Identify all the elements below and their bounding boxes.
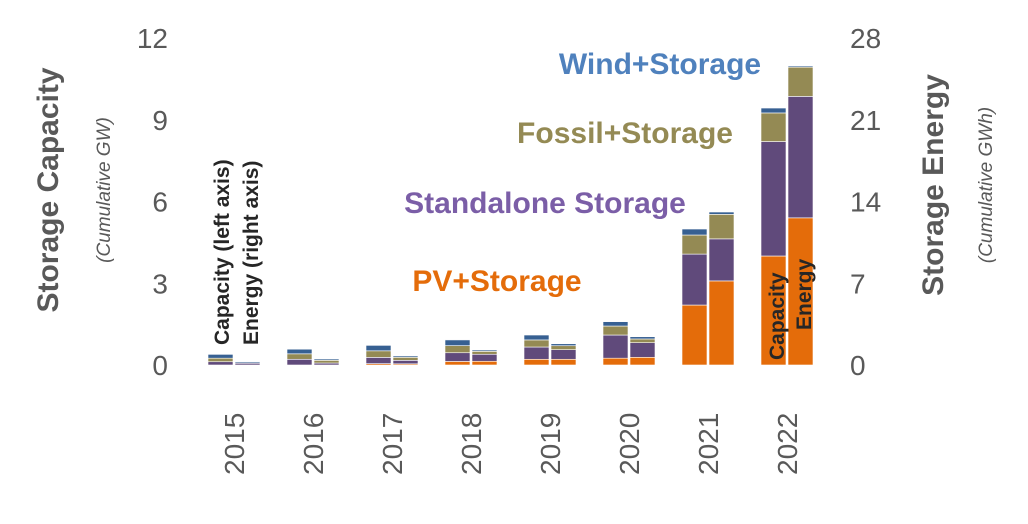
bar-energy-2022-standalone-storage [787,96,814,219]
bar-energy-2021-wind-storage [708,211,735,215]
bar-capacity-2019-standalone-storage [523,346,550,360]
bar-capacity-2018-standalone-storage [444,352,471,362]
x-tick-label: 2019 [535,413,566,475]
bar-energy-2019-pv-storage [550,358,577,366]
bar-energy-2018-pv-storage [471,360,498,366]
series-label-wind: Wind+Storage [559,48,761,81]
bar-energy-2019-wind-storage [550,343,577,347]
bar-capacity-2018-pv-storage [444,361,471,366]
x-tick-label: 2022 [772,413,803,475]
bar-energy-2015-wind-storage [234,361,261,364]
bar-energy-2018-wind-storage [471,349,498,352]
bar-energy-2017-standalone-storage [392,360,419,365]
bar-capacity-2019-fossil-storage [523,339,550,348]
series-label-standalone: Standalone Storage [404,187,686,220]
bar-capacity-2016-fossil-storage [286,353,313,360]
bar-capacity-2020-wind-storage [602,321,629,327]
bar-energy-2022-wind-storage [787,65,814,68]
x-tick-label: 2021 [693,413,724,475]
left-y-tick-label: 6 [152,187,168,218]
series-label-fossil: Fossil+Storage [517,117,733,150]
bar-capacity-2015-fossil-storage [207,357,234,363]
bar-capacity-2020-standalone-storage [602,334,629,359]
capacity-axis-note: Capacity (left axis) [211,159,234,345]
bar-capacity-2020-fossil-storage [602,325,629,336]
bar-energy-2020-fossil-storage [629,338,656,343]
bar-capacity-2022-standalone-storage [760,141,787,257]
bar-energy-2019-standalone-storage [550,349,577,360]
x-tick-label: 2018 [456,413,487,475]
bar-energy-2021-fossil-storage [708,214,735,240]
bar-capacity-2016-standalone-storage [286,358,313,366]
left-y-tick-label: 9 [152,105,168,136]
bar-energy-2020-standalone-storage [629,342,656,358]
bar-capacity-2019-wind-storage [523,334,550,341]
energy-bar-label: Energy [793,258,816,330]
bar-energy-2018-standalone-storage [471,353,498,362]
left-y-tick-label: 12 [137,23,168,54]
bars-layer [207,65,814,366]
bar-capacity-2022-pv-storage [760,255,787,366]
bar-energy-2020-pv-storage [629,356,656,366]
tick-labels: 2015 2016 2017 2018 2019 2020 2021 2022 0 3 6 9 12 0 7… [137,23,881,475]
right-y-tick-label: 14 [850,187,881,218]
bar-capacity-2015-standalone-storage [207,361,234,366]
left-y-tick-label: 3 [152,268,168,299]
bar-capacity-2017-fossil-storage [365,350,392,358]
bar-capacity-2016-wind-storage [286,348,313,355]
left-axis-subtitle: (Cumulative GW) [94,117,115,263]
bar-capacity-2021-pv-storage [681,304,708,366]
bar-capacity-2021-standalone-storage [681,253,708,306]
x-tick-label: 2016 [298,413,329,475]
bar-capacity-2019-pv-storage [523,358,550,366]
bar-energy-2016-fossil-storage [313,360,340,364]
right-y-tick-label: 28 [850,23,881,54]
right-y-tick-label: 0 [850,350,866,381]
bar-energy-2020-wind-storage [629,336,656,340]
left-axis-title: Storage Capacity [32,67,65,312]
right-y-tick-label: 21 [850,105,881,136]
left-y-tick-label: 0 [152,350,168,381]
bar-energy-2021-standalone-storage [708,238,735,282]
bar-energy-2017-wind-storage [392,355,419,358]
bar-energy-2016-wind-storage [313,358,340,361]
right-axis-title: Storage Energy [917,74,950,296]
bar-capacity-2018-fossil-storage [444,345,471,354]
bar-energy-2021-pv-storage [708,280,735,366]
series-label-pv: PV+Storage [412,265,581,298]
bar-capacity-2020-pv-storage [602,357,629,366]
capacity-bar-label: Capacity [766,272,789,360]
bar-capacity-2021-wind-storage [681,228,708,236]
bar-energy-2022-fossil-storage [787,66,814,97]
x-tick-label: 2017 [377,413,408,475]
bar-capacity-2017-wind-storage [365,345,392,352]
bar-capacity-2015-wind-storage [207,354,234,359]
x-tick-label: 2020 [614,413,645,475]
bar-energy-2017-fossil-storage [392,356,419,361]
bar-capacity-2018-wind-storage [444,339,471,346]
bar-capacity-2021-fossil-storage [681,234,708,255]
energy-axis-note: Energy (right axis) [240,161,263,345]
bar-capacity-2017-standalone-storage [365,357,392,364]
bar-energy-2018-fossil-storage [471,351,498,355]
bar-capacity-2022-fossil-storage [760,112,787,142]
bar-energy-2019-fossil-storage [550,345,577,351]
bar-capacity-2022-wind-storage [760,107,787,114]
bar-energy-2022-pv-storage [787,217,814,366]
right-y-tick-label: 7 [850,268,866,299]
x-tick-label: 2015 [219,413,250,475]
right-axis-subtitle: (Cumulative GWh) [976,107,997,263]
